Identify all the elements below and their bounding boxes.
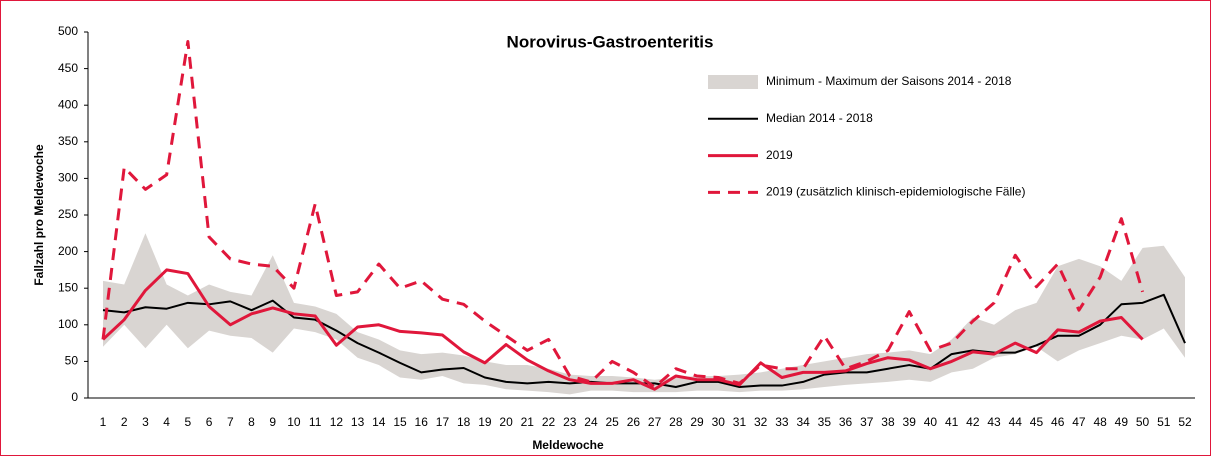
x-axis-title: Meldewoche	[532, 438, 604, 452]
x-tick-label: 37	[860, 415, 874, 429]
x-tick-label: 36	[839, 415, 853, 429]
min-max-band	[103, 233, 1185, 395]
x-tick-label: 44	[1009, 415, 1023, 429]
x-tick-label: 12	[330, 415, 344, 429]
legend-swatch	[708, 75, 758, 89]
x-tick-label: 43	[987, 415, 1001, 429]
y-tick-label: 100	[58, 317, 78, 331]
x-tick-label: 3	[142, 415, 149, 429]
x-tick-label: 30	[712, 415, 726, 429]
x-tick-label: 24	[584, 415, 598, 429]
x-tick-label: 16	[415, 415, 429, 429]
x-tick-label: 19	[478, 415, 492, 429]
x-tick-label: 38	[881, 415, 895, 429]
y-tick-label: 200	[58, 244, 78, 258]
x-tick-label: 29	[690, 415, 704, 429]
chart-title: Norovirus-Gastroenteritis	[507, 32, 714, 51]
x-tick-label: 13	[351, 415, 365, 429]
x-tick-label: 28	[669, 415, 683, 429]
x-tick-label: 8	[248, 415, 255, 429]
x-tick-label: 20	[499, 415, 513, 429]
y-tick-label: 350	[58, 134, 78, 148]
x-tick-label: 7	[227, 415, 234, 429]
x-tick-label: 51	[1157, 415, 1171, 429]
x-tick-label: 15	[393, 415, 407, 429]
y-tick-label: 300	[58, 171, 78, 185]
x-tick-label: 27	[648, 415, 662, 429]
x-tick-label: 48	[1093, 415, 1107, 429]
x-tick-label: 5	[185, 415, 192, 429]
x-tick-label: 46	[1051, 415, 1065, 429]
x-tick-label: 18	[457, 415, 471, 429]
x-tick-label: 4	[163, 415, 170, 429]
y-tick-label: 250	[58, 207, 78, 221]
x-tick-label: 41	[945, 415, 959, 429]
y-axis-title: Fallzahl pro Meldewoche	[32, 144, 46, 286]
x-tick-label: 33	[775, 415, 789, 429]
x-tick-label: 47	[1072, 415, 1086, 429]
y-tick-label: 500	[58, 24, 78, 38]
x-tick-label: 50	[1136, 415, 1150, 429]
x-tick-label: 52	[1178, 415, 1192, 429]
x-tick-label: 9	[269, 415, 276, 429]
x-tick-label: 49	[1115, 415, 1129, 429]
x-tick-label: 32	[754, 415, 768, 429]
y-tick-label: 50	[65, 354, 79, 368]
y-tick-label: 450	[58, 61, 78, 75]
x-tick-label: 23	[563, 415, 577, 429]
x-tick-label: 6	[206, 415, 213, 429]
legend-label: 2019	[766, 148, 793, 162]
x-tick-label: 40	[924, 415, 938, 429]
legend-label: Minimum - Maximum der Saisons 2014 - 201…	[766, 74, 1012, 88]
x-tick-label: 45	[1030, 415, 1044, 429]
x-tick-label: 10	[287, 415, 301, 429]
x-tick-label: 42	[966, 415, 980, 429]
x-tick-label: 2	[121, 415, 128, 429]
x-tick-label: 17	[436, 415, 450, 429]
x-tick-label: 11	[309, 415, 322, 429]
line	[101, 268, 1144, 391]
x-tick-label: 31	[733, 415, 747, 429]
x-tick-label: 26	[627, 415, 641, 429]
x-tick-label: 39	[903, 415, 917, 429]
legend-label: Median 2014 - 2018	[766, 111, 873, 125]
x-tick-label: 25	[605, 415, 619, 429]
y-tick-label: 400	[58, 97, 78, 111]
x-tick-label: 22	[542, 415, 556, 429]
x-tick-label: 35	[818, 415, 832, 429]
legend-label: 2019 (zusätzlich klinisch-epidemiologisc…	[766, 185, 1025, 199]
y-tick-label: 0	[71, 390, 78, 404]
x-tick-label: 21	[521, 415, 535, 429]
x-tick-label: 14	[372, 415, 386, 429]
x-tick-label: 34	[796, 415, 810, 429]
x-tick-label: 1	[100, 415, 107, 429]
y-tick-label: 150	[58, 280, 78, 294]
